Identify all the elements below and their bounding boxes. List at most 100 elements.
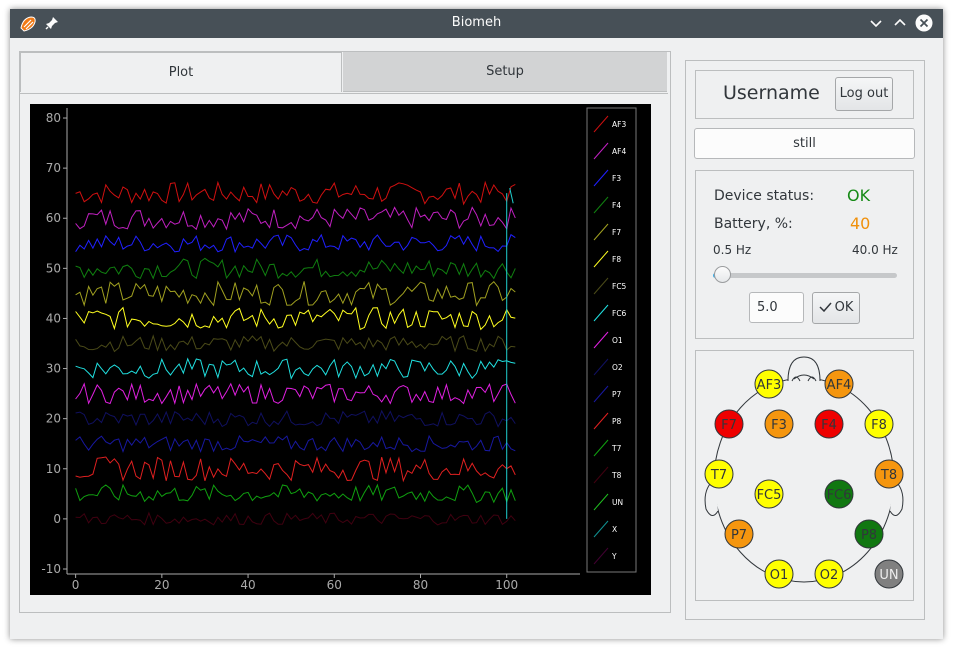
y-tick-label: 40 [46,311,61,325]
series-line-fc6 [75,357,516,380]
y-tick-label: 20 [46,412,61,426]
legend-label-af3: AF3 [612,120,626,129]
electrode-o1[interactable] [764,559,794,589]
legend-label-p8: P8 [612,417,622,426]
pin-icon[interactable] [45,16,59,30]
x-tick-label: 40 [240,578,255,592]
y-tick-label: 50 [46,261,61,275]
filter-min-label: 0.5 Hz [713,243,752,257]
device-status-value: OK [847,186,871,205]
series-line-fc5 [75,334,516,353]
electrode-label-fc6: FC6 [827,488,852,503]
y-tick-label: 0 [53,512,61,526]
filter-slider-track[interactable] [713,266,897,283]
electrode-label-t7: T7 [710,468,727,483]
filter-slider-handle[interactable] [714,266,732,283]
electrode-label-o2: O2 [820,568,839,583]
legend-label-fc6: FC6 [612,309,627,318]
legend-swatch-o1 [593,331,609,349]
series-line-f7 [75,280,516,307]
electrode-f7[interactable] [714,409,744,439]
plot-tab-panel [20,93,668,611]
electrode-label-t8: T8 [880,468,897,483]
battery-label: Battery, %: [714,216,793,232]
y-tick-label: 30 [46,362,61,376]
legend-swatch-un [593,493,609,511]
state-field[interactable]: still [694,128,915,159]
electrode-p8[interactable] [854,519,884,549]
head-outline [704,356,904,583]
legend-label-x: X [612,525,617,534]
x-tick-label: 100 [495,578,518,592]
electrode-o2[interactable] [814,559,844,589]
device-status-label: Device status: [714,188,815,204]
legend-swatch-f3 [593,169,609,187]
legend-label-f4: F4 [612,201,621,210]
electrode-t8[interactable] [874,459,904,489]
electrode-af4[interactable] [824,369,854,399]
window-title: Biomeh [451,15,502,30]
eeg-plot[interactable]: -10 0 10 20 30 40 50 60 70 80 0 20 40 60 80 100 AF3 AF4 F… [30,104,651,595]
legend-label-p7: P7 [612,390,622,399]
electrode-label-f3: F3 [771,418,787,433]
legend-label-af4: AF4 [612,147,626,156]
electrode-group: AF3 AF4 F7 F3 F4 F8 T7 T8 FC5 FC6 P7 P8 O1 O2 UN [704,369,904,589]
electrode-fc5[interactable] [754,479,784,509]
legend-label-f3: F3 [612,174,621,183]
electrode-label-af4: AF4 [827,378,852,393]
electrode-label-f8: F8 [871,418,887,433]
username-label: Username [723,82,820,104]
electrode-t7[interactable] [704,459,734,489]
battery-value: 40 [850,214,871,233]
legend-label-fc5: FC5 [612,282,627,291]
series-line-p8 [75,456,516,483]
y-tick-label: 80 [46,111,61,125]
legend-swatch-t7 [593,439,609,457]
y-tick-label: 60 [46,211,61,225]
tab-setup[interactable]: Setup [343,52,667,92]
legend-label-un: UN [612,498,623,507]
maximize-button[interactable] [891,14,909,32]
x-tick-label: 60 [327,578,342,592]
electrode-f4[interactable] [814,409,844,439]
series-line-af4 [75,206,516,231]
electrode-label-f7: F7 [721,418,737,433]
electrode-fc6[interactable] [824,479,854,509]
user-box: Username Log out [695,70,914,119]
electrode-label-fc5: FC5 [757,488,782,503]
chart-legend: AF3 AF4 F3 F4 F7 F8 FC5 FC6 O1 O2 P7 P8 T7 T8 UN X Y [586,107,637,573]
y-tick-label: 10 [46,462,61,476]
head-map: AF3 AF4 F7 F3 F4 F8 T7 T8 FC5 FC6 P7 P8 O1 O2 UN [704,356,904,589]
series-line-o2 [75,409,516,428]
electrode-label-p7: P7 [731,528,747,543]
electrode-label-f4: F4 [821,418,837,433]
legend-swatch-t8 [593,466,609,484]
electrode-f3[interactable] [764,409,794,439]
logout-button[interactable]: Log out [835,77,893,111]
electrode-un[interactable] [874,559,904,589]
x-tick-label: 0 [72,578,80,592]
electrode-label-o1: O1 [770,568,789,583]
series-line-f4 [75,257,516,280]
tab-plot[interactable]: Plot [20,52,342,92]
legend-label-f8: F8 [612,255,621,264]
device-box: Device status: OK Battery, %: 40 0.5 Hz … [695,170,914,339]
series-line-t8 [75,511,516,526]
close-button[interactable] [915,14,933,32]
chart-series [75,180,516,526]
filter-value-input[interactable]: 5.0 [749,292,804,323]
minimize-button[interactable] [867,14,885,32]
filter-ok-label: OK [834,300,854,315]
legend-swatch-fc5 [593,277,609,295]
filter-ok-button[interactable]: OK [812,292,860,324]
electrode-af3[interactable] [754,369,784,399]
check-icon [819,302,832,313]
electrode-f8[interactable] [864,409,894,439]
x-tick-label: 80 [413,578,428,592]
y-tick-label: 70 [46,161,61,175]
series-line-f8 [75,306,516,331]
legend-swatch-f4 [593,196,609,214]
electrode-p7[interactable] [724,519,754,549]
legend-swatch-o2 [593,358,609,376]
legend-label-t8: T8 [611,471,622,480]
